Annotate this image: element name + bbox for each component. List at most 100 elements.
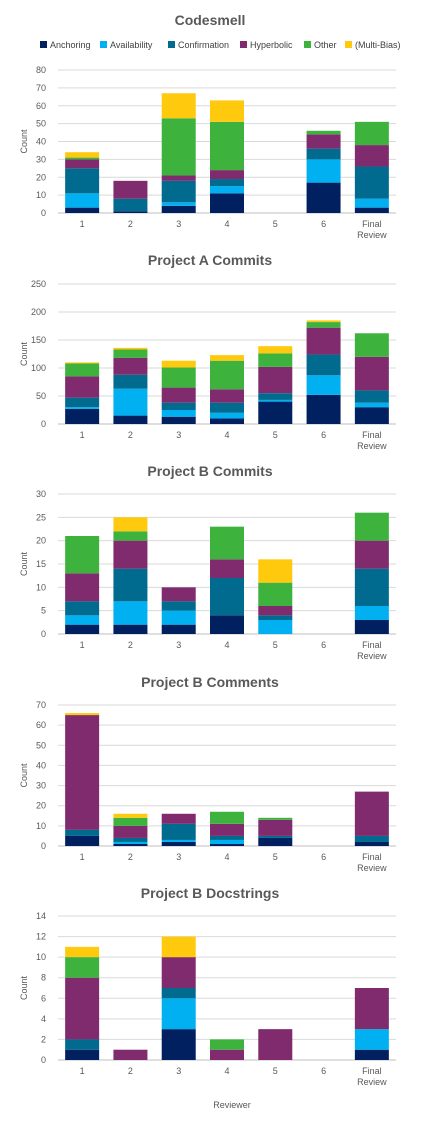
bar-segment-availability: [113, 841, 148, 844]
bar-segment-availability: [161, 202, 196, 206]
bar-segment-other: [354, 333, 389, 357]
bar-segment-multi-bias: [306, 320, 341, 323]
x-tick-label: Final Review: [357, 640, 387, 661]
bar-segment-confirmation: [113, 837, 148, 842]
bar-segment-hyperbolic: [161, 175, 196, 181]
legend: Anchoring Availability Confirmation Hyperbo…: [40, 40, 401, 50]
bar-segment-anchoring: [258, 401, 293, 424]
x-tick-label: Final Review: [357, 852, 387, 873]
bar-segment-confirmation: [113, 568, 148, 602]
bar-segment-anchoring: [161, 205, 196, 213]
bar-segment-multi-bias: [161, 936, 196, 958]
chart-title: Project B Docstrings: [141, 885, 280, 901]
bar-segment-confirmation: [258, 615, 293, 620]
bar-segment-anchoring: [354, 620, 389, 634]
bar-segment-anchoring: [65, 408, 100, 424]
bar-segment-confirmation: [354, 166, 389, 199]
bar-segment-confirmation: [65, 829, 100, 836]
bar-segment-confirmation: [306, 148, 341, 160]
bar-segment-anchoring: [306, 394, 341, 424]
bar-segment-availability: [65, 407, 100, 409]
bar-segment-availability: [161, 839, 196, 842]
bar-segment-other: [161, 118, 196, 176]
bar-segment-other: [306, 130, 341, 135]
bar-segment-anchoring: [210, 615, 244, 634]
bar-segment-hyperbolic: [65, 376, 100, 398]
bar-segment-availability: [65, 615, 100, 625]
bar-segment-multi-bias: [161, 360, 196, 368]
bar-segment-hyperbolic: [258, 366, 293, 394]
bar-segment-multi-bias: [113, 813, 148, 818]
x-tick-label: 6: [321, 852, 326, 862]
bar-segment-availability: [354, 606, 389, 620]
bar-segment-hyperbolic: [161, 957, 196, 988]
bar-segment-anchoring: [65, 835, 100, 846]
bar-segment-availability: [113, 601, 148, 625]
bar-segment-hyperbolic: [210, 170, 244, 180]
legend-label: (Multi-Bias): [355, 40, 401, 50]
bar-segment-other: [65, 957, 100, 978]
bar-segment-other: [113, 531, 148, 541]
bar-segment-hyperbolic: [210, 1049, 244, 1060]
bar-segment-availability: [161, 998, 196, 1030]
bar-segment-hyperbolic: [113, 180, 148, 199]
bar-segment-multi-bias: [65, 713, 100, 716]
bar-segment-hyperbolic: [113, 540, 148, 569]
x-tick-label: 2: [128, 852, 133, 862]
bar-segment-anchoring: [354, 1049, 389, 1060]
y-tick-label: 0: [41, 419, 46, 429]
y-tick-label: 60: [36, 101, 46, 111]
y-tick-label: 100: [31, 363, 46, 373]
bar-segment-confirmation: [161, 601, 196, 611]
bar-segment-hyperbolic: [354, 356, 389, 391]
bar-segment-hyperbolic: [161, 587, 196, 602]
bar-segment-multi-bias: [210, 100, 244, 122]
bar-segment-anchoring: [113, 843, 148, 846]
x-tick-label: 3: [176, 1066, 181, 1076]
x-tick-label: 5: [273, 852, 278, 862]
x-tick-label: 5: [273, 430, 278, 440]
x-tick-label: 2: [128, 640, 133, 650]
x-tick-label: 5: [273, 1066, 278, 1076]
y-tick-label: 60: [36, 720, 46, 730]
bar-segment-availability: [113, 388, 148, 416]
bar-segment-other: [210, 811, 244, 824]
chart-title: Project B Commits: [147, 463, 272, 479]
x-tick-label: 6: [321, 430, 326, 440]
y-tick-label: 0: [41, 208, 46, 218]
x-tick-label: Final Review: [357, 1066, 387, 1087]
x-tick-label: 1: [80, 219, 85, 229]
x-tick-label: 4: [224, 219, 229, 229]
legend-swatch: [345, 41, 352, 48]
legend-item-2: Confirmation: [168, 40, 229, 50]
y-tick-label: 10: [36, 821, 46, 831]
legend-label: Availability: [110, 40, 153, 50]
y-tick-label: 4: [41, 1014, 46, 1024]
bar-segment-confirmation: [258, 393, 293, 400]
bar-segment-hyperbolic: [161, 387, 196, 403]
bar-segment-availability: [306, 159, 341, 183]
bar-segment-anchoring: [354, 407, 389, 424]
bar-segment-hyperbolic: [354, 791, 389, 836]
y-tick-label: 150: [31, 335, 46, 345]
y-tick-label: 30: [36, 489, 46, 499]
x-tick-label: 1: [80, 852, 85, 862]
y-tick-label: 20: [36, 536, 46, 546]
bar-segment-hyperbolic: [113, 1049, 148, 1060]
bar-segment-hyperbolic: [65, 715, 100, 830]
legend-swatch: [304, 41, 311, 48]
bar-segment-anchoring: [210, 193, 244, 213]
y-tick-label: 6: [41, 993, 46, 1003]
legend-label: Anchoring: [50, 40, 91, 50]
bar-segment-confirmation: [306, 354, 341, 376]
bar-segment-other: [65, 536, 100, 574]
bar-segment-availability: [306, 375, 341, 395]
x-tick-label: 4: [224, 430, 229, 440]
legend-item-3: Hyperbolic: [240, 40, 293, 50]
bar-segment-anchoring: [161, 841, 196, 846]
bar-segment-anchoring: [306, 182, 341, 213]
chart-panel-2: Project A Commits 0 50 100 150 200 250 Count 1 2 3…: [19, 252, 396, 451]
bar-segment-confirmation: [65, 168, 100, 194]
bar-segment-confirmation: [210, 578, 244, 616]
